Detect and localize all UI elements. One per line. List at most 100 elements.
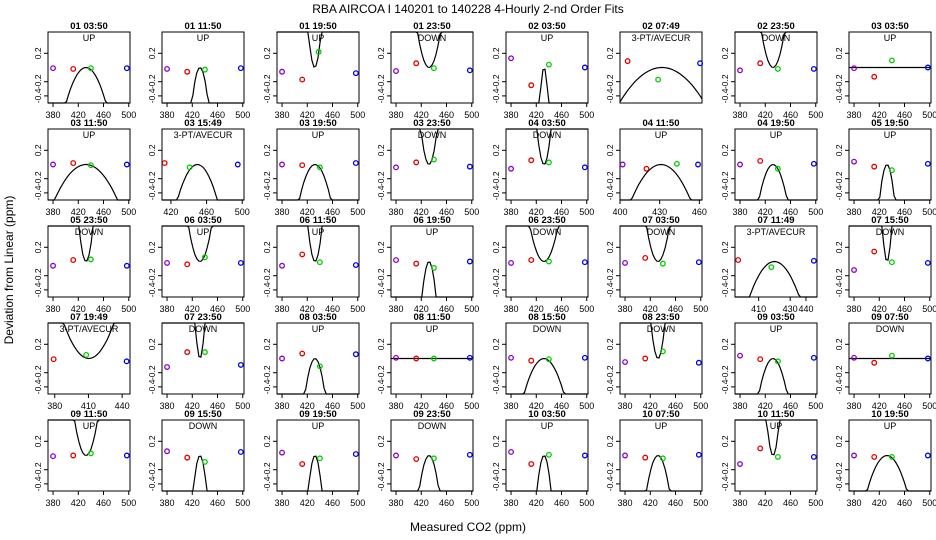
fit-curve: [506, 68, 588, 104]
panel-frame: [276, 322, 360, 395]
y-tick-label: -0.4: [33, 185, 43, 200]
y-tick-label: 0.2: [491, 144, 501, 156]
x-tick-label: 460: [325, 304, 340, 314]
panel-frame: [848, 225, 932, 298]
data-point: [810, 257, 817, 264]
panel-title: 08 11:50: [414, 312, 451, 323]
data-point: [851, 65, 857, 72]
x-tick-label: 500: [121, 207, 136, 217]
x-tick-label: 420: [185, 110, 200, 120]
x-tick-label: 460: [783, 401, 798, 411]
panel-frame: [47, 419, 131, 492]
panel-frame: [390, 128, 474, 201]
panel-status: UP: [312, 324, 325, 334]
y-tick-label: -0.2: [376, 462, 386, 477]
x-tick-label: 500: [235, 401, 250, 411]
data-point: [201, 458, 208, 465]
x-tick-label: 460: [325, 207, 340, 217]
data-point: [50, 262, 56, 269]
x-tick-label: 380: [47, 401, 62, 411]
y-tick-label: 0.2: [834, 144, 844, 156]
panel-frame: [734, 322, 818, 395]
panel-frame: [619, 31, 703, 104]
panel-status: DOWN: [418, 33, 447, 43]
y-tick-label: 0.2: [376, 47, 386, 59]
x-tick-label: 380: [160, 401, 175, 411]
x-tick-label: 380: [160, 110, 175, 120]
data-point: [508, 259, 514, 266]
panel-frame: [47, 128, 131, 201]
x-tick-label: 500: [464, 304, 479, 314]
fit-curve: [506, 358, 588, 395]
data-point: [352, 70, 359, 77]
y-tick-label: -0.2: [605, 74, 615, 89]
data-point: [924, 259, 931, 266]
panel-frame: [505, 322, 589, 395]
x-tick-label: 410: [751, 304, 766, 314]
x-tick-label: 500: [808, 207, 823, 217]
data-point: [279, 68, 285, 75]
x-tick-label: 460: [668, 401, 683, 411]
data-point: [237, 259, 244, 266]
y-tick-label: 0.2: [720, 435, 730, 447]
panel-frame: [505, 128, 589, 201]
y-tick-label: 0.2: [262, 47, 272, 59]
y-tick-label: -0.4: [720, 88, 730, 103]
panel-status: DOWN: [533, 227, 562, 237]
y-tick-label: -0.2: [376, 268, 386, 283]
fit-curve: [162, 163, 244, 201]
y-tick-label: 0.2: [33, 435, 43, 447]
x-tick-label: 380: [275, 110, 290, 120]
data-point: [201, 349, 208, 356]
data-point: [622, 452, 628, 459]
data-point: [299, 162, 306, 169]
data-point: [871, 163, 878, 170]
x-tick-label: 460: [554, 401, 569, 411]
fit-curve: [735, 358, 817, 395]
panel-status: DOWN: [533, 324, 562, 334]
x-tick-label: 420: [71, 304, 86, 314]
y-tick-label: -0.2: [491, 268, 501, 283]
data-point: [528, 82, 535, 89]
y-tick-label: -0.4: [605, 379, 615, 394]
data-point: [737, 161, 743, 168]
x-tick-label: 440: [798, 304, 813, 314]
y-tick-label: 0.2: [376, 338, 386, 350]
panel-status: DOWN: [418, 130, 447, 140]
data-point: [466, 67, 473, 74]
y-tick-label: -0.2: [147, 365, 157, 380]
fit-curve: [277, 31, 359, 68]
y-tick-label: -0.4: [262, 282, 272, 297]
x-tick-label: 500: [579, 207, 594, 217]
y-tick-label: -0.4: [33, 379, 43, 394]
data-point: [316, 259, 323, 266]
x-tick-label: 500: [808, 401, 823, 411]
panel-title: 02 07:49: [642, 21, 680, 32]
data-point: [695, 259, 702, 266]
panel-frame: [276, 225, 360, 298]
data-point: [810, 160, 817, 167]
x-tick-label: 500: [579, 304, 594, 314]
data-point: [768, 264, 775, 271]
y-tick-label: 0.2: [720, 47, 730, 59]
y-tick-label: -0.2: [491, 74, 501, 89]
panel-frame: [161, 31, 245, 104]
data-point: [871, 248, 878, 255]
x-tick-label: 380: [504, 498, 519, 508]
panel-frame: [276, 128, 360, 201]
panel-title: 02 23:50: [757, 21, 795, 32]
y-tick-label: 0.2: [262, 338, 272, 350]
data-point: [184, 261, 191, 268]
fit-curve: [48, 225, 130, 262]
y-tick-label: -0.2: [147, 74, 157, 89]
y-tick-label: -0.2: [147, 171, 157, 186]
panel-status: UP: [426, 227, 439, 237]
y-tick-label: -0.4: [720, 379, 730, 394]
fit-curve: [277, 225, 359, 262]
x-tick-label: 430: [783, 304, 798, 314]
